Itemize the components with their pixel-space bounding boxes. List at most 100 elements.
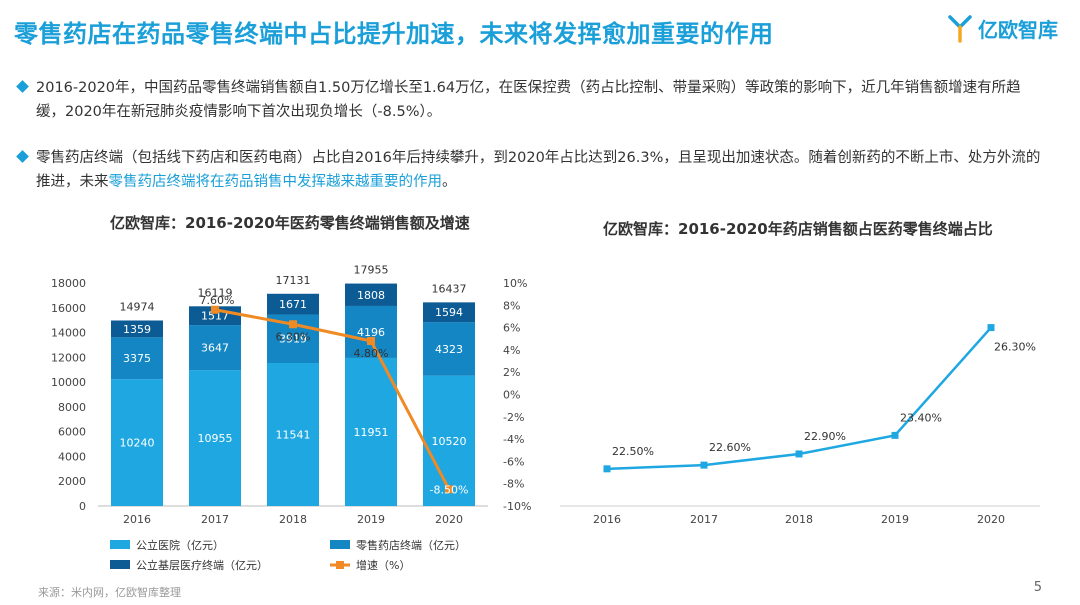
share-point <box>795 450 803 458</box>
y-right-tick-label: 8% <box>503 299 520 312</box>
bar-total-label: 17955 <box>354 264 389 277</box>
legend-label: 公立医院（亿元） <box>136 538 224 552</box>
bullet-1: 2016-2020年，中国药品零售终端销售额自1.50万亿增长至1.64万亿，在… <box>16 76 1046 124</box>
bullet-2-highlight: 零售药店终端将在药品销售中发挥越来越重要的作用 <box>108 174 443 190</box>
legend-swatch <box>110 540 130 549</box>
chart-2-x-tick-label: 2020 <box>977 513 1005 526</box>
x-tick-label: 2018 <box>279 513 307 526</box>
bar-total-label: 16437 <box>432 282 467 295</box>
growth-value-label: 7.60% <box>200 294 235 307</box>
bar-value-label: 3919 <box>279 333 307 346</box>
growth-value-label: -8.50% <box>430 483 469 496</box>
bar-value-label: 11951 <box>354 426 389 439</box>
bar-value-label: 4323 <box>435 343 463 356</box>
y-right-tick-label: -2% <box>503 411 524 424</box>
bar-total-label: 17131 <box>276 274 311 287</box>
bar-value-label: 1594 <box>435 306 463 319</box>
growth-value-label: 4.80% <box>354 347 389 360</box>
bar-value-label: 1808 <box>357 289 385 302</box>
y-right-tick-label: 0% <box>503 389 520 402</box>
chart-2-x-tick-label: 2017 <box>690 513 718 526</box>
growth-point <box>445 485 453 494</box>
logo-text: 亿欧智库 <box>978 18 1058 42</box>
bar-total-label: 16119 <box>198 286 233 299</box>
bullet-2: 零售药店终端（包括线下药店和医药电商）占比自2016年后持续攀升，到2020年占… <box>16 146 1046 194</box>
bar-value-label: 10955 <box>198 432 233 445</box>
bar-value-label: 10520 <box>432 435 467 448</box>
y-right-tick-label: -8% <box>503 478 524 491</box>
bar-value-label: 4196 <box>357 326 385 339</box>
bar-segment-3 <box>267 293 319 315</box>
share-value-label: 26.30% <box>994 341 1036 354</box>
page-title: 零售药店在药品零售终端中占比提升加速，未来将发挥愈加重要的作用 <box>14 20 774 48</box>
bar-value-label: 1359 <box>123 323 151 336</box>
bar-segment-3 <box>423 302 475 323</box>
y-left-tick-label: 10000 <box>51 376 86 389</box>
share-value-label: 22.60% <box>709 441 751 454</box>
chart-2-x-tick-label: 2018 <box>785 513 813 526</box>
y-right-tick-label: 10% <box>503 277 527 290</box>
y-right-tick-label: 2% <box>503 366 520 379</box>
logo-icon <box>948 14 972 43</box>
bar-total-label: 14974 <box>120 300 155 313</box>
legend-label: 增速（%） <box>356 558 410 572</box>
growth-value-label: 6.30% <box>276 330 311 343</box>
growth-point <box>289 320 297 329</box>
y-right-tick-label: -6% <box>503 455 524 468</box>
legend-label: 零售药店终端（亿元） <box>356 538 466 552</box>
share-value-label: 23.40% <box>900 411 942 424</box>
bullet-2-text-a: 零售药店终端（包括线下药店和医药电商）占比自2016年后持续攀升，到2020年占… <box>36 150 1041 190</box>
y-left-tick-label: 14000 <box>51 327 86 340</box>
growth-point <box>367 336 375 345</box>
share-point <box>987 324 995 332</box>
bar-value-label: 11541 <box>276 429 311 442</box>
growth-line <box>214 308 451 490</box>
x-tick-label: 2019 <box>357 513 385 526</box>
bar-value-label: 10240 <box>120 437 155 450</box>
bar-segment-1 <box>189 370 241 506</box>
y-left-tick-label: 2000 <box>58 475 86 488</box>
y-left-tick-label: 0 <box>79 500 86 513</box>
legend-swatch <box>110 560 130 569</box>
bar-segment-3 <box>345 283 397 306</box>
y-left-tick-label: 12000 <box>51 351 86 364</box>
y-left-tick-label: 16000 <box>51 302 86 315</box>
x-tick-label: 2017 <box>201 513 229 526</box>
bar-segment-1 <box>345 357 397 506</box>
bar-value-label: 1517 <box>201 310 229 323</box>
chart-2-x-tick-label: 2016 <box>593 513 621 526</box>
y-left-tick-label: 18000 <box>51 277 86 290</box>
legend-swatch <box>330 540 350 549</box>
bar-segment-1 <box>111 379 163 506</box>
y-left-tick-label: 4000 <box>58 450 86 463</box>
share-point <box>700 461 708 469</box>
y-right-tick-label: 4% <box>503 344 520 357</box>
bar-segment-2 <box>111 337 163 380</box>
share-line <box>606 326 992 471</box>
bar-segment-2 <box>189 325 241 371</box>
share-point <box>603 465 611 473</box>
x-tick-label: 2020 <box>435 513 463 526</box>
bar-segment-2 <box>345 305 397 358</box>
share-value-label: 22.90% <box>804 430 846 443</box>
bar-value-label: 3647 <box>201 342 229 355</box>
bar-segment-1 <box>423 375 475 506</box>
chart-1-title: 亿欧智库：2016-2020年医药零售终端销售额及增速 <box>110 214 470 232</box>
bar-value-label: 3375 <box>123 352 151 365</box>
growth-point <box>211 305 219 314</box>
x-tick-label: 2016 <box>123 513 151 526</box>
y-right-tick-label: -4% <box>503 433 524 446</box>
y-right-tick-label: 6% <box>503 322 520 335</box>
bar-segment-2 <box>423 322 475 376</box>
chart-2-title: 亿欧智库：2016-2020年药店销售额占医药零售终端占比 <box>603 220 993 238</box>
bar-segment-1 <box>267 363 319 506</box>
bullet-2-text-b: 。 <box>442 174 457 190</box>
legend-marker <box>336 561 344 569</box>
y-left-tick-label: 6000 <box>58 426 86 439</box>
bullet-1-text: 2016-2020年，中国药品零售终端销售额自1.50万亿增长至1.64万亿，在… <box>36 80 1021 120</box>
source-footnote: 来源：米内网，亿欧智库整理 <box>38 586 181 599</box>
y-left-tick-label: 8000 <box>58 401 86 414</box>
logo: 亿欧智库 <box>948 14 1058 43</box>
legend-label: 公立基层医疗终端（亿元） <box>136 558 268 572</box>
